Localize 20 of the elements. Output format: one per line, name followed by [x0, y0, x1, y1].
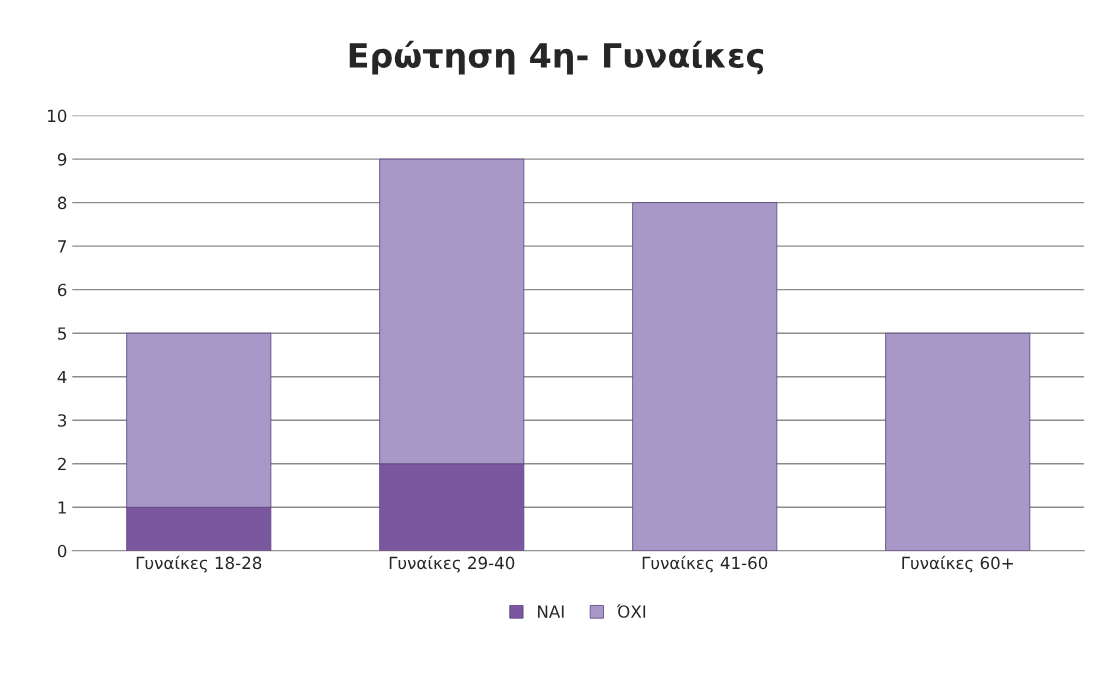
bar	[885, 332, 1031, 551]
y-tick-label: 0	[57, 544, 67, 558]
x-tick-label: Γυναίκες 60+	[902, 555, 1013, 573]
y-tick-label: 1	[58, 501, 66, 514]
y-tick-label: 6	[57, 283, 67, 297]
y-tick-label: 2	[58, 457, 66, 471]
y-tick-label: 9	[57, 153, 67, 166]
y-tick-label: 8	[57, 196, 67, 210]
legend-label: ΌΧΙ	[616, 604, 646, 618]
x-tick-label: Γυναίκες 29-40	[389, 555, 515, 573]
legend-label: ΝΑΙ	[538, 605, 564, 618]
bar	[632, 202, 778, 551]
y-tick-label: 7	[58, 240, 66, 253]
chart-title: Ερώτηση 4η- Γυναίκες	[349, 40, 764, 75]
x-tick-label: Γυναίκες 18-28	[136, 555, 262, 573]
x-tick-label: Γυναίκες 41-60	[642, 555, 768, 573]
y-tick-label: 10	[48, 109, 67, 123]
y-tick-label: 3	[58, 414, 67, 427]
y-tick-label: 4	[57, 370, 67, 384]
y-tick-label: 5	[58, 327, 66, 340]
